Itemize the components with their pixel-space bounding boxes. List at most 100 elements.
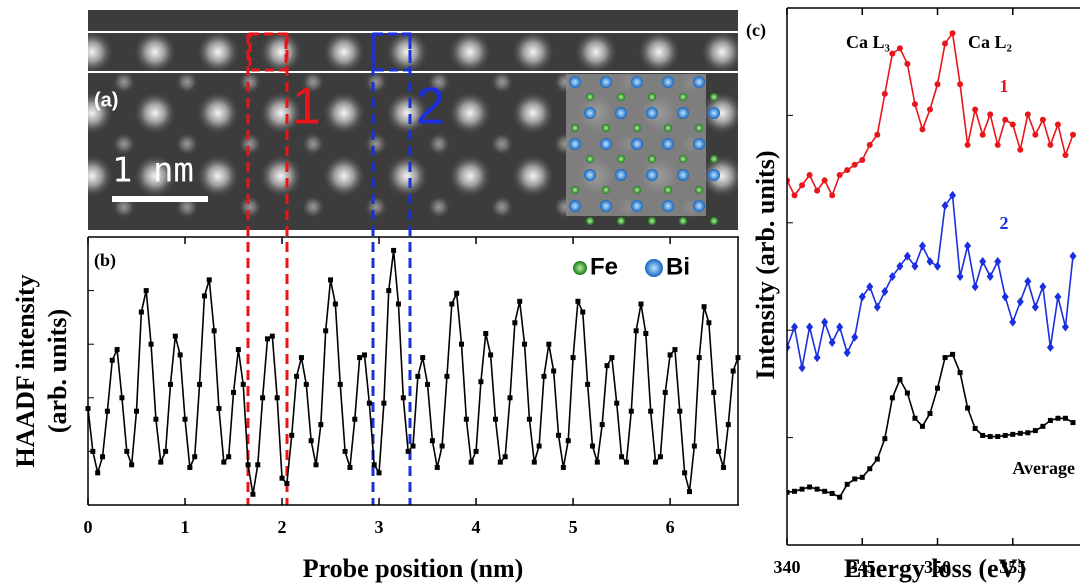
marker <box>580 309 586 315</box>
marker <box>1017 146 1024 153</box>
marker <box>1054 121 1061 128</box>
marker <box>381 400 387 406</box>
x-tick-label: 345 <box>849 557 876 577</box>
marker <box>696 355 702 361</box>
bi-atom <box>693 138 705 150</box>
marker <box>420 355 426 361</box>
marker <box>858 292 866 302</box>
marker <box>298 355 304 361</box>
atom-spot <box>88 154 114 198</box>
marker <box>701 304 707 310</box>
marker <box>682 470 688 476</box>
panel-label: (c) <box>746 20 766 41</box>
marker <box>873 302 881 312</box>
marker <box>211 328 217 334</box>
marker <box>1009 317 1017 327</box>
marker <box>604 363 610 369</box>
marker <box>677 408 683 414</box>
marker <box>109 357 115 363</box>
marker <box>124 448 130 454</box>
marker <box>138 309 144 315</box>
x-tick-label: 340 <box>774 557 801 577</box>
marker <box>565 438 571 444</box>
marker <box>163 448 169 454</box>
atom-spot <box>175 70 199 94</box>
marker <box>633 328 639 334</box>
x-tick-label: 350 <box>924 557 951 577</box>
marker <box>342 448 348 454</box>
marker <box>167 381 173 387</box>
marker <box>1062 415 1068 421</box>
marker <box>323 328 329 334</box>
bi-atom <box>615 107 627 119</box>
marker <box>575 298 581 304</box>
marker <box>971 282 979 292</box>
atom-spot <box>238 132 262 156</box>
marker <box>1031 302 1039 312</box>
legend-swatch <box>645 259 663 277</box>
marker <box>686 489 692 495</box>
marker <box>888 272 896 281</box>
marker <box>352 416 358 422</box>
marker <box>912 415 918 421</box>
y-axis-label: Intensity (arb. units) <box>751 151 780 380</box>
fe-atom <box>679 93 687 101</box>
marker <box>1017 430 1023 436</box>
marker <box>994 141 1001 148</box>
bi-atom <box>677 107 689 119</box>
marker <box>844 167 851 174</box>
marker <box>814 187 821 194</box>
marker <box>599 422 605 428</box>
series-label: 2 <box>1000 213 1009 233</box>
fe-atom <box>710 217 718 225</box>
marker <box>473 448 479 454</box>
marker <box>119 395 125 401</box>
marker <box>1046 342 1054 352</box>
marker <box>1024 111 1031 118</box>
marker <box>551 368 557 374</box>
annotation: Ca L₃ <box>846 32 891 52</box>
marker <box>589 443 595 449</box>
atom-spot <box>322 30 366 74</box>
marker <box>570 355 576 361</box>
marker <box>231 389 237 395</box>
marker <box>274 395 280 401</box>
marker <box>206 277 212 283</box>
bi-atom <box>631 76 643 88</box>
bi-atom <box>708 107 720 119</box>
marker <box>836 322 844 332</box>
fe-atom <box>586 155 594 163</box>
marker <box>882 436 888 442</box>
bi-atom <box>600 138 612 150</box>
marker <box>361 352 367 358</box>
atom-spot <box>427 195 451 219</box>
marker <box>429 438 435 444</box>
marker <box>221 459 227 465</box>
marker <box>813 353 821 363</box>
marker <box>787 342 791 352</box>
marker <box>187 464 193 470</box>
atom-spot <box>448 154 492 198</box>
atom-spot <box>385 154 429 198</box>
marker <box>1070 420 1076 426</box>
marker <box>979 131 986 138</box>
marker <box>859 474 865 480</box>
marker <box>502 454 508 460</box>
marker <box>867 466 873 472</box>
legend-label: Bi <box>666 253 690 280</box>
marker <box>806 172 813 179</box>
atom-spot <box>175 132 199 156</box>
region-marker: 2 <box>416 78 445 136</box>
bi-atom <box>646 107 658 119</box>
atom-spot <box>448 91 492 135</box>
marker <box>415 373 421 379</box>
fe-atom <box>617 217 625 225</box>
marker <box>337 381 343 387</box>
marker <box>308 438 314 444</box>
atom-spot <box>133 154 177 198</box>
marker <box>492 416 498 422</box>
marker <box>226 454 232 460</box>
image-overlay <box>88 31 738 505</box>
marker <box>1062 152 1069 159</box>
bi-atom <box>631 138 643 150</box>
